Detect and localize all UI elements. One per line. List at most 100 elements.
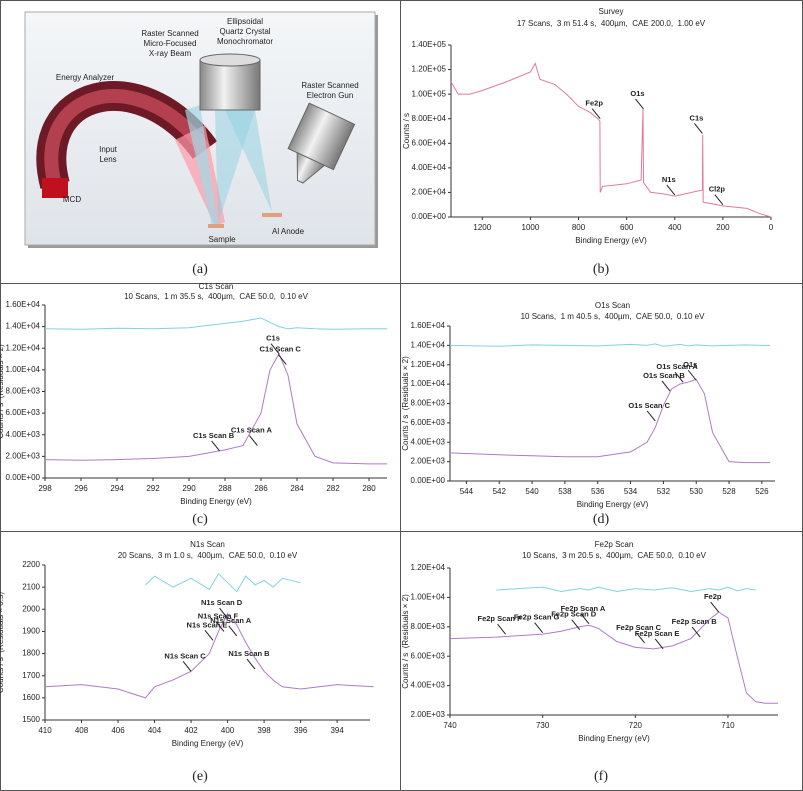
x-ray-beam [185, 105, 218, 226]
chart-subtitle: 10 Scans, 3 m 20.5 s, 400µm, CAE 50.0, 0… [522, 551, 706, 560]
annotation-label: O1s Scan A [656, 362, 698, 371]
chart: N1s Scan 20 Scans, 3 m 1.0 s, 400µm, CAE … [0, 540, 374, 748]
annotation-label: O1s Scan C [628, 401, 670, 410]
annotation-label: Fe2p Scan B [672, 617, 718, 626]
annotation-label: Fe2p Scan F [477, 614, 522, 623]
annotations: Fe2p O1s N1s C1s Cl2p [585, 89, 726, 206]
annotation-leader [497, 623, 506, 635]
electron-gun [287, 102, 356, 184]
spectrum-line [449, 611, 778, 704]
diagram [24, 11, 378, 248]
x-tick-label: 280 [362, 484, 376, 493]
annotation-label: O1s [683, 360, 697, 369]
x-tick-label: 600 [620, 223, 634, 232]
annotation-label: Cl2p [709, 185, 726, 194]
al-anode [262, 213, 282, 217]
annotation-leader [687, 369, 697, 381]
diagram-label: Energy Analyzer [56, 73, 115, 82]
annotation-label: N1s [662, 175, 676, 184]
x-tick-label: 536 [591, 487, 605, 496]
annotation-leader [249, 435, 258, 446]
x-tick-label: 1200 [473, 223, 491, 232]
y-tick-label: 8.00E+03 [411, 399, 446, 408]
panel-label: (e) [192, 769, 208, 784]
diagram-label: Lens [99, 155, 116, 164]
diagram-label: Raster Scanned [141, 29, 198, 38]
x-tick-label: 200 [716, 223, 730, 232]
x-tick-label: 292 [146, 484, 160, 493]
y-tick-label: 2100 [22, 582, 40, 591]
y-tick-label: 6.00E+03 [411, 651, 446, 660]
y-tick-label: 0.00E+00 [412, 212, 447, 221]
y-tick-label: 1.60E+04 [411, 321, 446, 330]
panel-label: (d) [593, 512, 610, 527]
annotation-leader [277, 354, 287, 365]
annotation-leader [246, 658, 256, 670]
panel-label: (b) [593, 262, 610, 277]
anode-beam [225, 110, 272, 212]
panel-label: (c) [192, 512, 208, 527]
diagram-label: MCD [63, 195, 81, 204]
y-tick-label: 1.00E+04 [6, 365, 41, 374]
y-axis-label: Counts / s (Residuals × 2) [401, 594, 410, 689]
y-tick-label: 8.00E+03 [6, 387, 41, 396]
x-tick-label: 286 [254, 484, 268, 493]
y-axis-label: Counts / s [402, 113, 411, 149]
y-tick-label: 1700 [22, 671, 40, 680]
x-tick-label: 406 [111, 726, 125, 735]
chart-subtitle: 17 Scans, 3 m 51.4 s, 400µm, CAE 200.0, … [517, 19, 706, 28]
x-tick-label: 530 [690, 487, 704, 496]
y-tick-label: 1.00E+05 [412, 89, 447, 98]
x-tick-label: 800 [572, 223, 586, 232]
y-tick-label: 1.20E+04 [411, 563, 446, 572]
y-tick-label: 2.00E+03 [411, 710, 446, 719]
chart-title: N1s Scan [190, 540, 225, 549]
annotation-leader [710, 601, 720, 613]
x-axis-label: Binding Energy (eV) [180, 497, 252, 506]
spectrum-line [145, 573, 301, 593]
x-tick-label: 538 [558, 487, 572, 496]
y-tick-label: 0.00E+00 [6, 473, 41, 482]
monochromator-top [199, 53, 261, 67]
x-axis-label: Binding Energy (eV) [577, 500, 649, 509]
diagram-label: Quartz Crystal [219, 27, 270, 36]
x-tick-label: 532 [657, 487, 671, 496]
x-tick-label: 410 [38, 726, 52, 735]
x-tick-label: 284 [290, 484, 304, 493]
monochromator [199, 59, 261, 111]
x-tick-label: 0 [769, 223, 774, 232]
y-tick-label: 2.00E+03 [6, 451, 41, 460]
panel-labels: (a) (b) (c) (d) (e) (f) [192, 262, 609, 784]
y-tick-label: 1.20E+04 [411, 360, 446, 369]
y-tick-label: 1600 [22, 693, 40, 702]
diagram-label: Electron Gun [307, 91, 354, 100]
diagram-label: Input [99, 145, 118, 154]
y-tick-label: 8.00E+04 [412, 114, 447, 123]
x-axis-label: Binding Energy (eV) [172, 739, 244, 748]
annotation-label: N1s Scan E [187, 620, 228, 629]
annotation-leader [646, 410, 656, 422]
chart-title: Survey [599, 7, 624, 16]
x-tick-label: 710 [721, 721, 735, 730]
annotation-label: Fe2p Scan D [551, 610, 597, 619]
y-tick-label: 1.60E+04 [6, 300, 41, 309]
chart-title: C1s Scan [199, 282, 234, 291]
annotation-label: N1s Scan D [201, 598, 243, 607]
spectrum-line [44, 612, 374, 699]
annotation-label: N1s Scan B [228, 649, 270, 658]
y-tick-label: 8.00E+03 [411, 622, 446, 631]
annotation-label: O1s Scan B [643, 371, 685, 380]
annotation-leader [215, 621, 225, 632]
y-tick-label: 1.00E+04 [411, 379, 446, 388]
y-axis-label: Counts / s (Residuals × 0.5) [0, 592, 5, 693]
x-tick-label: 720 [629, 721, 643, 730]
chart-title: O1s Scan [595, 301, 630, 310]
diagram-label: Al Anode [272, 227, 305, 236]
y-tick-label: 0.00E+00 [411, 476, 446, 485]
spectrum-line [44, 352, 387, 465]
chart-subtitle: 10 Scans, 1 m 35.5 s, 400µm, CAE 50.0, 0… [124, 292, 308, 301]
